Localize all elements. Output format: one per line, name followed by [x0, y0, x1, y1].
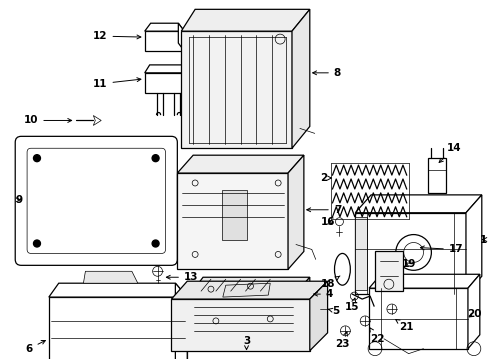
Text: 6: 6 — [25, 341, 45, 354]
Polygon shape — [177, 173, 287, 269]
Polygon shape — [144, 23, 184, 31]
Text: 14: 14 — [438, 143, 461, 162]
Text: 1: 1 — [479, 234, 487, 244]
Polygon shape — [49, 297, 187, 360]
Polygon shape — [178, 23, 184, 51]
Text: 7: 7 — [306, 205, 341, 215]
Polygon shape — [368, 288, 467, 349]
Polygon shape — [427, 158, 445, 193]
Text: 4: 4 — [313, 289, 333, 299]
Polygon shape — [295, 277, 309, 342]
Text: 17: 17 — [420, 244, 463, 255]
Text: 21: 21 — [395, 320, 413, 332]
Polygon shape — [49, 283, 187, 297]
Polygon shape — [83, 271, 138, 283]
Polygon shape — [287, 155, 303, 269]
Polygon shape — [291, 9, 309, 148]
Text: 23: 23 — [334, 332, 349, 349]
Text: 2: 2 — [319, 173, 331, 183]
Polygon shape — [223, 283, 270, 297]
Polygon shape — [171, 281, 327, 299]
Circle shape — [34, 240, 41, 247]
Polygon shape — [191, 293, 295, 342]
Polygon shape — [144, 73, 189, 93]
Polygon shape — [184, 65, 189, 93]
Circle shape — [34, 155, 41, 162]
Circle shape — [152, 240, 159, 247]
Polygon shape — [309, 281, 327, 351]
Polygon shape — [355, 195, 481, 213]
Polygon shape — [191, 277, 309, 293]
Polygon shape — [175, 283, 187, 360]
Polygon shape — [177, 155, 303, 173]
Text: 16: 16 — [320, 217, 334, 227]
Text: 18: 18 — [320, 276, 339, 289]
Text: 8: 8 — [312, 68, 341, 78]
Text: 10: 10 — [24, 116, 72, 126]
Text: 22: 22 — [369, 328, 384, 344]
Polygon shape — [181, 9, 309, 31]
Polygon shape — [181, 31, 291, 148]
Polygon shape — [144, 65, 189, 73]
Polygon shape — [465, 195, 481, 294]
FancyBboxPatch shape — [15, 136, 177, 265]
Text: 12: 12 — [93, 31, 141, 41]
Text: 20: 20 — [466, 309, 480, 319]
Polygon shape — [171, 299, 309, 351]
Polygon shape — [222, 190, 246, 239]
Polygon shape — [355, 217, 366, 290]
Polygon shape — [467, 274, 479, 349]
Text: 15: 15 — [345, 298, 359, 312]
Polygon shape — [144, 31, 184, 51]
Polygon shape — [374, 251, 402, 291]
Text: 13: 13 — [166, 272, 198, 282]
FancyBboxPatch shape — [27, 148, 165, 253]
Text: 3: 3 — [243, 336, 250, 350]
Circle shape — [152, 155, 159, 162]
Text: 9: 9 — [16, 195, 23, 205]
Polygon shape — [368, 274, 479, 288]
Text: 19: 19 — [401, 259, 415, 269]
Polygon shape — [355, 213, 465, 294]
Text: 11: 11 — [93, 78, 141, 89]
Text: 5: 5 — [328, 306, 339, 316]
Polygon shape — [93, 116, 101, 125]
